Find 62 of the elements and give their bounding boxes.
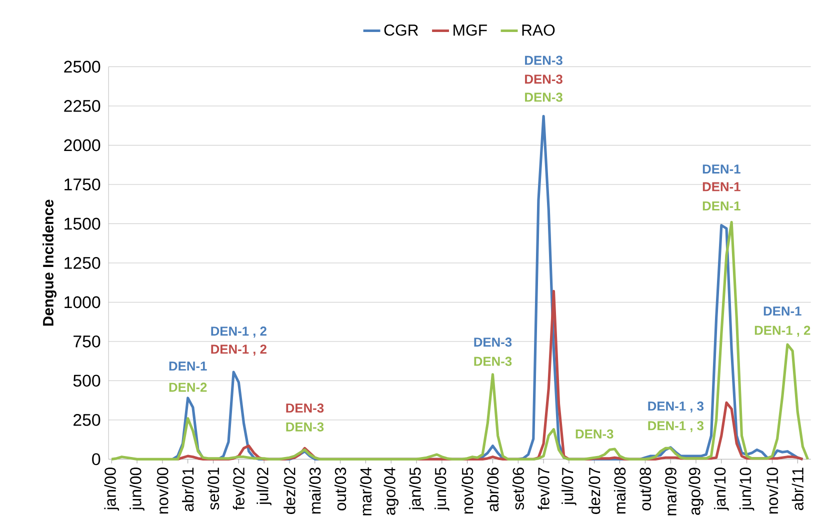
x-tick-label: dez/02 xyxy=(284,468,296,514)
x-tick-label: fev/02 xyxy=(232,468,244,510)
x-tick-label: out/03 xyxy=(334,468,346,510)
annotation: DEN-3 xyxy=(474,338,512,347)
annotation: DEN-1 xyxy=(702,202,740,210)
x-tick-label: mar/09 xyxy=(664,468,676,516)
annotation: DEN-2 xyxy=(169,382,207,392)
y-tick-label: 0 xyxy=(92,453,100,466)
x-tick-label: jul/02 xyxy=(256,468,272,506)
y-tick-label: 1500 xyxy=(64,218,100,230)
annotation: DEN-3 xyxy=(286,404,324,413)
annotation: DEN-3 xyxy=(525,74,562,84)
x-tick-label: nov/10 xyxy=(766,468,778,514)
x-tick-label: jan/00 xyxy=(104,468,120,511)
y-tick-label: 1750 xyxy=(64,178,100,190)
x-tick-label: nov/05 xyxy=(462,468,474,514)
annotation: DEN-1 xyxy=(764,306,802,316)
legend-label: CGR xyxy=(384,24,418,36)
x-tick-label: abr/01 xyxy=(182,468,194,512)
annotation: DEN-1 , 3 xyxy=(648,421,704,432)
x-tick-label: mai/08 xyxy=(614,468,626,514)
x-tick-label: mar/04 xyxy=(360,467,372,516)
x-tick-label: ago/04 xyxy=(384,467,399,515)
x-tick-label: jun/00 xyxy=(130,468,144,511)
annotation: DEN-1 , 2 xyxy=(754,326,810,337)
x-tick-label: fev/07 xyxy=(538,468,550,510)
x-tick-label: dez/07 xyxy=(588,468,600,514)
annotation: DEN-3 xyxy=(474,356,512,366)
x-tick-label: jun/10 xyxy=(739,468,754,511)
legend-label: MGF xyxy=(454,24,487,36)
annotation: DEN-1 xyxy=(702,182,740,192)
y-tick-label: 2250 xyxy=(64,100,100,112)
x-tick-label: nov/00 xyxy=(156,468,168,514)
annotation: DEN-1 , 2 xyxy=(211,326,266,338)
x-tick-label: set/06 xyxy=(512,468,524,510)
x-tick-label: jan/10 xyxy=(714,468,729,511)
y-tick-label: 1000 xyxy=(64,296,100,308)
x-tick-label: abr/06 xyxy=(486,468,499,512)
y-tick-label: 250 xyxy=(74,414,100,426)
y-tick-label: 2500 xyxy=(64,60,100,73)
annotation: DEN-3 xyxy=(525,92,562,102)
annotation: DEN-1 xyxy=(169,362,207,371)
annotation: DEN-3 xyxy=(286,422,324,432)
text: DEN-3 xyxy=(525,56,562,65)
y-axis-title: Dengue Incidence xyxy=(42,200,56,326)
x-tick-label: mai/03 xyxy=(309,468,321,514)
x-tick-label: abr/11 xyxy=(792,468,804,510)
annotation: DEN-1 , 2 xyxy=(211,344,266,356)
x-tick-label: jul/07 xyxy=(562,468,576,506)
x-tick-label: ago/09 xyxy=(688,468,704,515)
annotation: DEN-1 , 3 xyxy=(648,402,704,413)
legend-label: RAO xyxy=(522,24,555,36)
y-tick-label: 500 xyxy=(73,374,100,387)
x-tick-label: jun/05 xyxy=(434,468,450,511)
x-tick-label: set/01 xyxy=(207,468,220,510)
y-tick-label: 2000 xyxy=(64,139,100,152)
y-tick-label: 750 xyxy=(74,336,100,348)
annotation: DEN-3 xyxy=(576,429,614,439)
x-tick-label: jan/05 xyxy=(409,468,424,511)
annotation: DEN-1 xyxy=(702,164,740,174)
x-tick-label: out/08 xyxy=(639,468,652,510)
y-tick-label: 1250 xyxy=(64,257,100,269)
